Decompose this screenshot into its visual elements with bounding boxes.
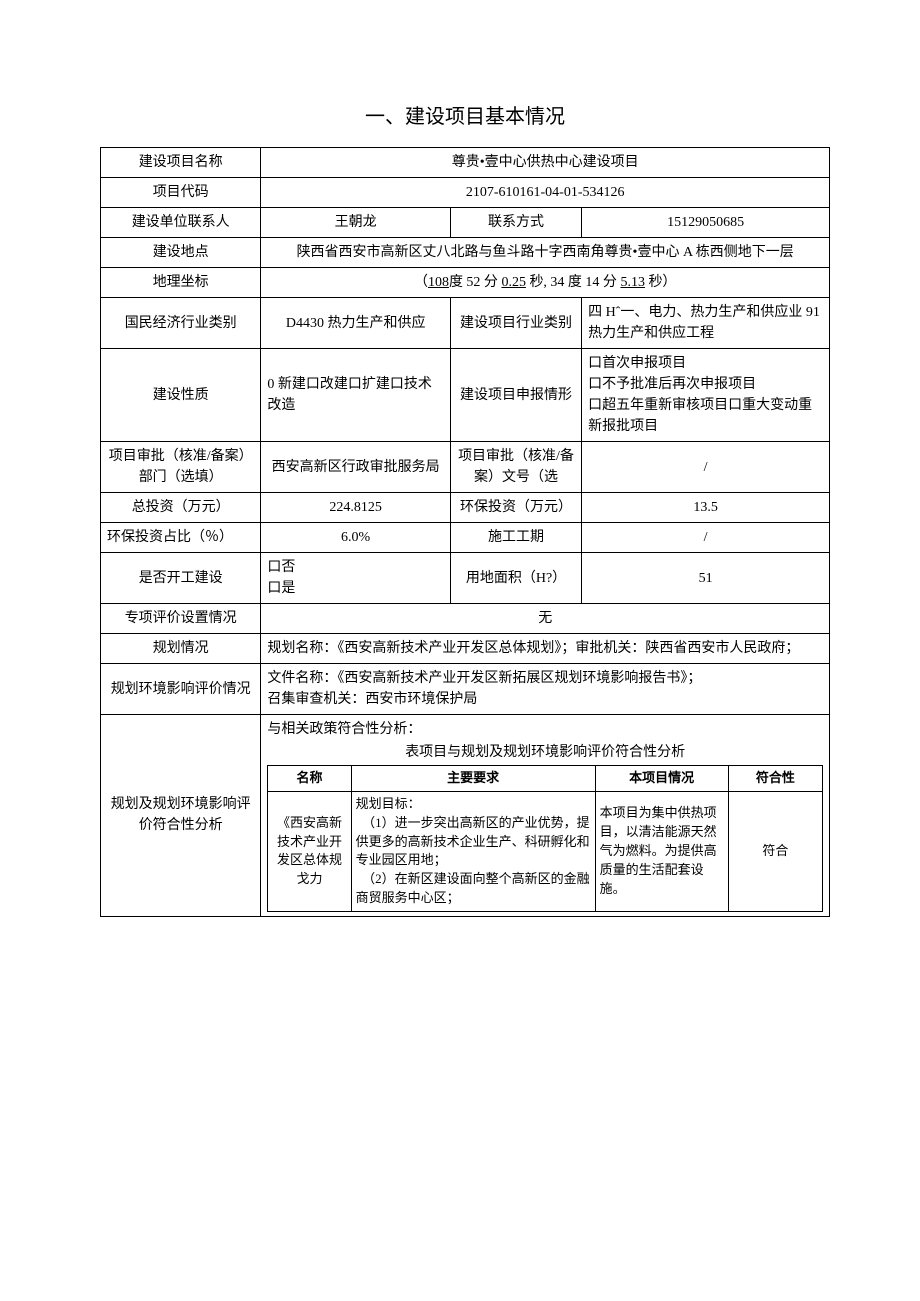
plan-env-line: 召集审查机关：西安市环境保护局 <box>267 689 823 710</box>
compliance-result: 符合 <box>728 791 822 911</box>
coords-lon-sec: 0.25 <box>501 275 526 290</box>
label-declare-situation: 建设项目申报情形 <box>450 349 581 442</box>
compliance-header: 主要要求 <box>351 766 595 792</box>
compliance-proj: 本项目为集中供热项目，以清洁能源天然气为燃料。为提供高质量的生活配套设施。 <box>595 791 728 911</box>
declare-line: 口超五年重新审核项目口重大变动重新报批项目 <box>588 395 823 437</box>
table-row: 《西安高新技术产业开发区总体规戈力 规划目标： （1）进一步突出高新区的产业优势… <box>268 791 823 911</box>
value-plan-env-eval: 文件名称：《西安高新技术产业开发区新拓展区规划环境影响报告书》； 召集审查机关：… <box>261 664 830 715</box>
coords-text: （ <box>414 275 428 290</box>
label-contact-person: 建设单位联系人 <box>101 208 261 238</box>
label-project-category: 建设项目行业类别 <box>450 298 581 349</box>
table-row: 地理坐标 （108度 52 分 0.25 秒, 34 度 14 分 5.13 秒… <box>101 268 830 298</box>
label-started: 是否开工建设 <box>101 553 261 604</box>
value-project-name: 尊贵•壹中心供热中心建设项目 <box>261 148 830 178</box>
table-row: 项目审批（核准/备案）部门（选填） 西安高新区行政审批服务局 项目审批（核准/备… <box>101 442 830 493</box>
value-total-invest: 224.8125 <box>261 493 451 523</box>
compliance-top-line: 与相关政策符合性分析： <box>267 719 823 740</box>
value-started: 口否 口是 <box>261 553 451 604</box>
label-econ-category: 国民经济行业类别 <box>101 298 261 349</box>
coords-text: 度 52 分 <box>449 275 502 290</box>
label-plan-compliance: 规划及规划环境影响评价符合性分析 <box>101 715 261 917</box>
table-row: 建设单位联系人 王朝龙 联系方式 15129050685 <box>101 208 830 238</box>
label-period: 施工工期 <box>450 523 581 553</box>
value-declare-situation: 口首次申报项目 口不予批准后再次申报项目 口超五年重新审核项目口重大变动重新报批… <box>582 349 830 442</box>
compliance-header: 符合性 <box>728 766 822 792</box>
label-env-invest: 环保投资（万元） <box>450 493 581 523</box>
compliance-name: 《西安高新技术产业开发区总体规戈力 <box>268 791 351 911</box>
value-period: / <box>582 523 830 553</box>
label-project-code: 项目代码 <box>101 178 261 208</box>
basic-info-table: 建设项目名称 尊贵•壹中心供热中心建设项目 项目代码 2107-610161-0… <box>100 147 830 917</box>
table-row: 名称 主要要求 本项目情况 符合性 <box>268 766 823 792</box>
label-build-nature: 建设性质 <box>101 349 261 442</box>
label-project-name: 建设项目名称 <box>101 148 261 178</box>
page-title: 一、建设项目基本情况 <box>100 100 830 129</box>
compliance-header: 名称 <box>268 766 351 792</box>
compliance-table: 名称 主要要求 本项目情况 符合性 《西安高新技术产业开发区总体规戈力 规划目标… <box>267 765 823 912</box>
table-row: 规划情况 规划名称：《西安高新技术产业开发区总体规划》；审批机关：陕西省西安市人… <box>101 634 830 664</box>
label-env-ratio: 环保投资占比（％） <box>101 523 261 553</box>
value-land-area: 51 <box>582 553 830 604</box>
label-total-invest: 总投资（万元） <box>101 493 261 523</box>
coords-lon-deg: 108 <box>428 275 449 290</box>
table-row: 环保投资占比（％） 6.0% 施工工期 / <box>101 523 830 553</box>
compliance-header: 本项目情况 <box>595 766 728 792</box>
value-build-nature: 0 新建口改建口扩建口技术改造 <box>261 349 451 442</box>
label-plan-env-eval: 规划环境影响评价情况 <box>101 664 261 715</box>
declare-line: 口首次申报项目 <box>588 353 823 374</box>
value-plan-compliance: 与相关政策符合性分析： 表项目与规划及规划环境影响评价符合性分析 名称 主要要求… <box>261 715 830 917</box>
value-approval-dept: 西安高新区行政审批服务局 <box>261 442 451 493</box>
value-contact-person: 王朝龙 <box>261 208 451 238</box>
table-row: 建设项目名称 尊贵•壹中心供热中心建设项目 <box>101 148 830 178</box>
value-approval-no: / <box>582 442 830 493</box>
value-env-ratio: 6.0% <box>261 523 451 553</box>
compliance-table-title: 表项目与规划及规划环境影响评价符合性分析 <box>267 742 823 763</box>
label-land-area: 用地面积（H?） <box>450 553 581 604</box>
label-planning: 规划情况 <box>101 634 261 664</box>
coords-lat-sec: 5.13 <box>620 275 645 290</box>
coords-text: 秒, 34 度 14 分 <box>526 275 621 290</box>
coords-text: 秒） <box>645 275 677 290</box>
value-env-invest: 13.5 <box>582 493 830 523</box>
table-row: 专项评价设置情况 无 <box>101 604 830 634</box>
label-contact-method: 联系方式 <box>450 208 581 238</box>
label-location: 建设地点 <box>101 238 261 268</box>
value-planning: 规划名称：《西安高新技术产业开发区总体规划》；审批机关：陕西省西安市人民政府； <box>261 634 830 664</box>
table-row: 建设地点 陕西省西安市高新区丈八北路与鱼斗路十字西南角尊贵•壹中心 A 栋西侧地… <box>101 238 830 268</box>
declare-line: 口不予批准后再次申报项目 <box>588 374 823 395</box>
table-row: 国民经济行业类别 D4430 热力生产和供应 建设项目行业类别 四 Hˆ一、电力… <box>101 298 830 349</box>
value-econ-category: D4430 热力生产和供应 <box>261 298 451 349</box>
table-row: 规划及规划环境影响评价符合性分析 与相关政策符合性分析： 表项目与规划及规划环境… <box>101 715 830 917</box>
table-row: 总投资（万元） 224.8125 环保投资（万元） 13.5 <box>101 493 830 523</box>
value-location: 陕西省西安市高新区丈八北路与鱼斗路十字西南角尊贵•壹中心 A 栋西侧地下一层 <box>261 238 830 268</box>
table-row: 是否开工建设 口否 口是 用地面积（H?） 51 <box>101 553 830 604</box>
label-special-eval: 专项评价设置情况 <box>101 604 261 634</box>
value-special-eval: 无 <box>261 604 830 634</box>
value-contact-method: 15129050685 <box>582 208 830 238</box>
label-coords: 地理坐标 <box>101 268 261 298</box>
compliance-req: 规划目标： （1）进一步突出高新区的产业优势，提供更多的高新技术企业生产、科研孵… <box>351 791 595 911</box>
table-row: 规划环境影响评价情况 文件名称：《西安高新技术产业开发区新拓展区规划环境影响报告… <box>101 664 830 715</box>
value-project-category: 四 Hˆ一、电力、热力生产和供应业 91 热力生产和供应工程 <box>582 298 830 349</box>
plan-env-line: 文件名称：《西安高新技术产业开发区新拓展区规划环境影响报告书》； <box>267 668 823 689</box>
label-approval-no: 项目审批（核准/备案）文号（选 <box>450 442 581 493</box>
table-row: 建设性质 0 新建口改建口扩建口技术改造 建设项目申报情形 口首次申报项目 口不… <box>101 349 830 442</box>
page: 一、建设项目基本情况 建设项目名称 尊贵•壹中心供热中心建设项目 项目代码 21… <box>0 0 920 957</box>
value-coords: （108度 52 分 0.25 秒, 34 度 14 分 5.13 秒） <box>261 268 830 298</box>
label-approval-dept: 项目审批（核准/备案）部门（选填） <box>101 442 261 493</box>
value-project-code: 2107-610161-04-01-534126 <box>261 178 830 208</box>
table-row: 项目代码 2107-610161-04-01-534126 <box>101 178 830 208</box>
